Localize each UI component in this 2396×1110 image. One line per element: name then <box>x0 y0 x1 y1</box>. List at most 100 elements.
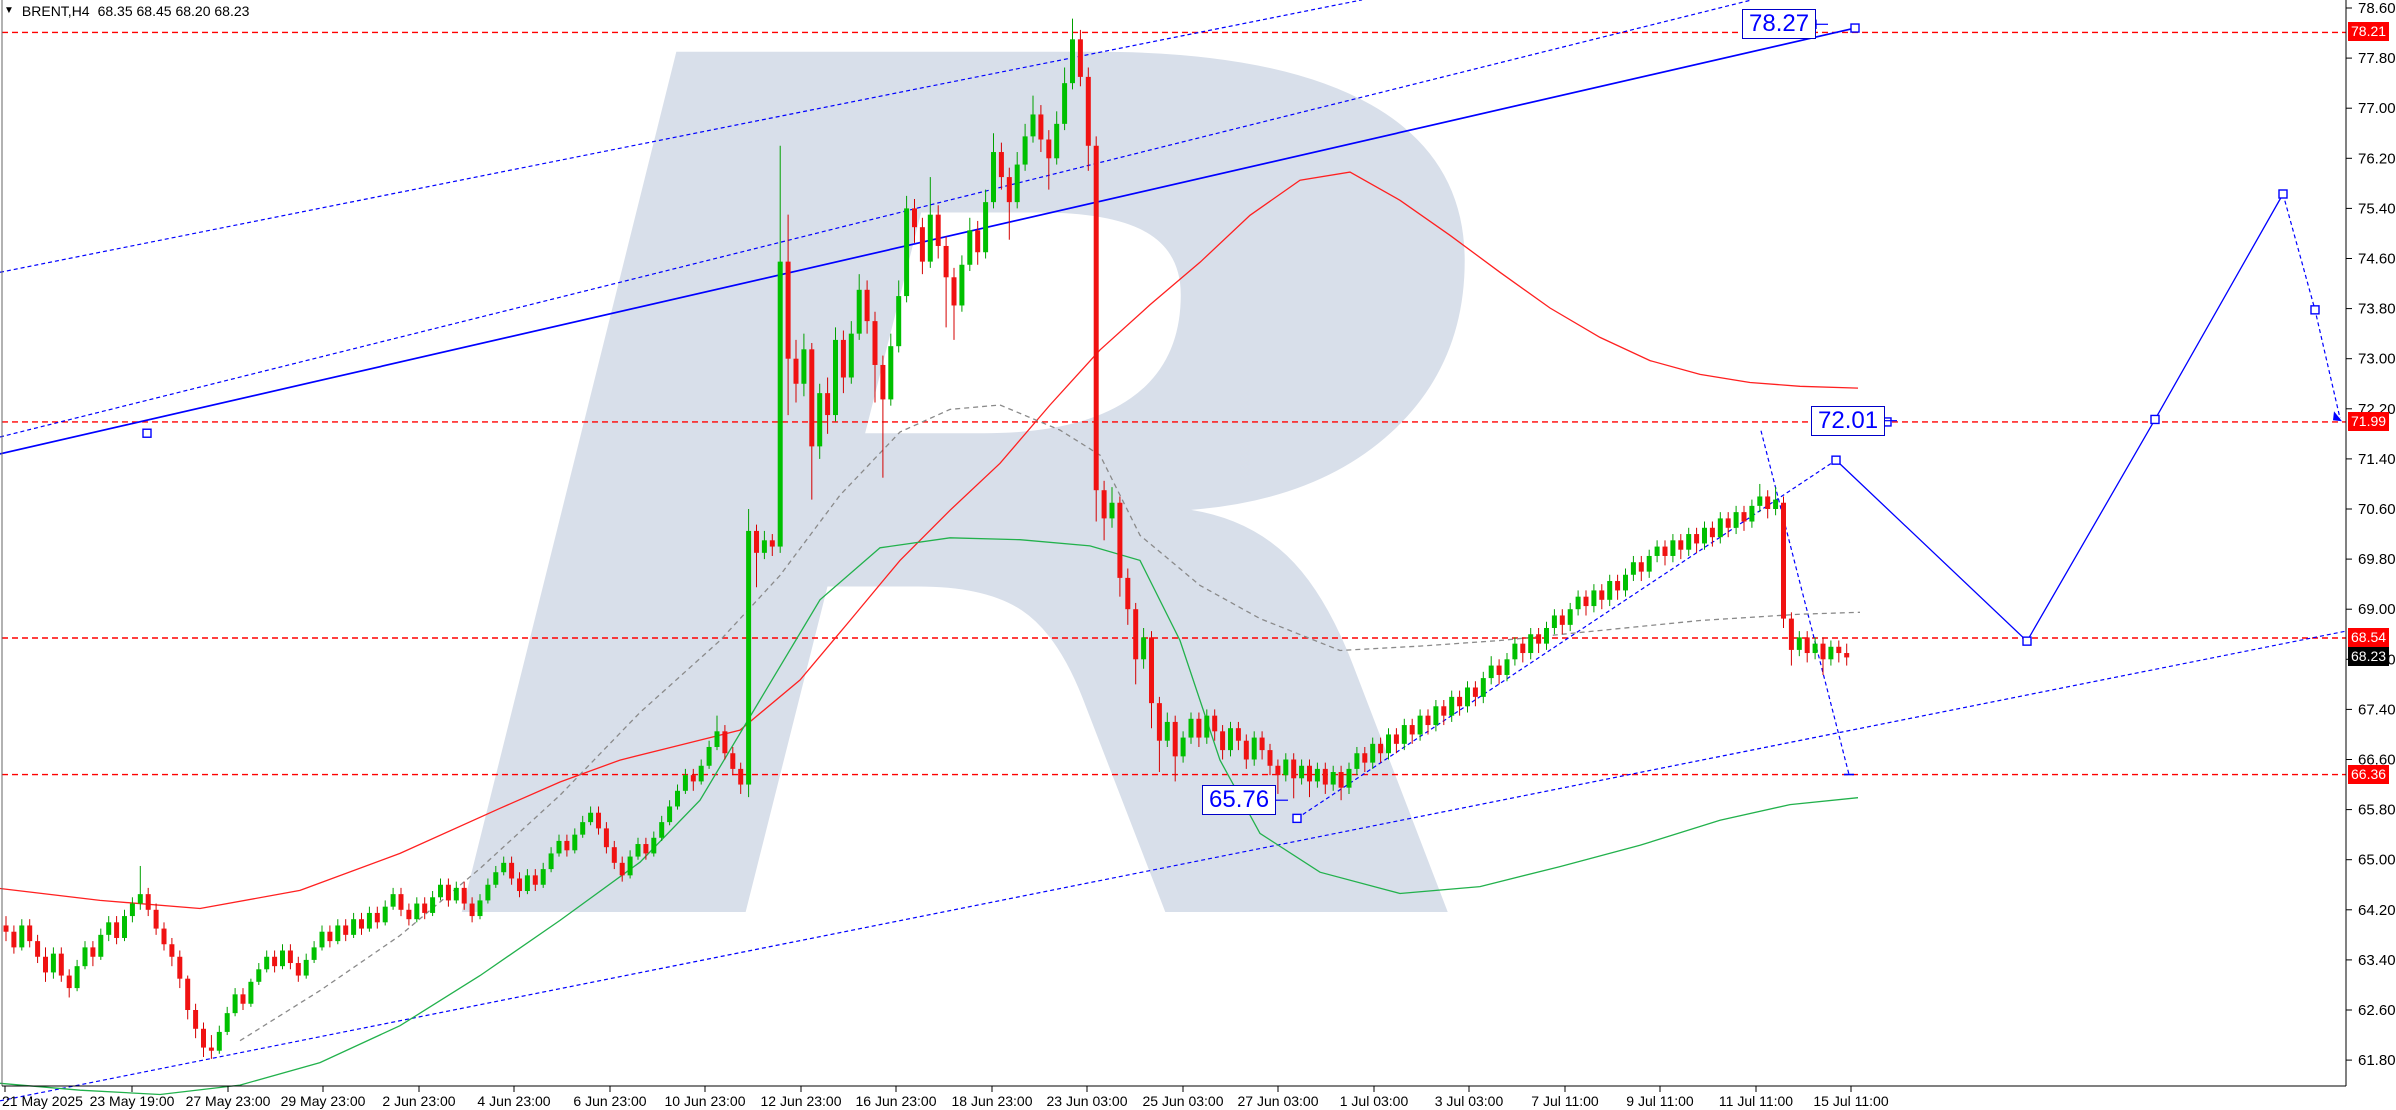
trendline-correction-drop[interactable] <box>1760 430 1850 775</box>
candle-body <box>145 894 151 910</box>
candle-body <box>1717 518 1723 538</box>
trendline-channel-upper[interactable] <box>0 0 1363 273</box>
candle-body <box>564 840 570 851</box>
candle-body <box>1796 637 1802 650</box>
price-tick-label: 65.00 <box>2358 852 2396 869</box>
candle-body <box>825 393 831 416</box>
candle-body <box>864 289 870 322</box>
candlestick-series <box>3 18 1850 1059</box>
candle-body <box>785 261 791 359</box>
candle-body <box>256 969 262 982</box>
candle-body <box>1235 728 1241 741</box>
trendline-zigzag-solid[interactable] <box>1835 193 2284 643</box>
candle-body <box>280 950 285 967</box>
candle-body <box>501 862 507 873</box>
candle-body <box>919 227 925 262</box>
candle-body <box>1828 646 1834 660</box>
candle-body <box>327 931 333 942</box>
candle-body <box>1820 643 1826 660</box>
candle-body <box>1702 527 1707 544</box>
candle-body <box>659 822 665 838</box>
candle-body <box>1654 546 1660 556</box>
candle-body <box>1038 114 1044 140</box>
price-tick-label: 61.80 <box>2358 1052 2396 1069</box>
price-tick-label: 64.20 <box>2358 902 2396 919</box>
candle-body <box>801 349 807 384</box>
price-callout-7201[interactable]: 72.01 <box>1811 405 1886 436</box>
axis-badge-6636: 66.36 <box>2348 764 2390 784</box>
candle-body <box>485 884 491 901</box>
candle-body <box>1551 615 1557 628</box>
candle-body <box>975 230 981 253</box>
candle-body <box>1030 114 1036 137</box>
object-handle[interactable] <box>1831 455 1841 465</box>
candle-body <box>1575 596 1581 610</box>
price-callout-7827[interactable]: 78.27 <box>1742 9 1817 40</box>
candle-body <box>1741 512 1747 522</box>
time-tick-label: 7 Jul 11:00 <box>1531 1093 1599 1109</box>
time-tick-label: 11 Jul 11:00 <box>1719 1093 1793 1109</box>
candle-body <box>201 1028 206 1048</box>
candle-body <box>777 261 783 547</box>
object-handle[interactable] <box>2278 189 2288 199</box>
price-tick-label: 71.40 <box>2358 451 2396 468</box>
candle-body <box>1488 665 1494 679</box>
candle-body <box>912 208 917 228</box>
candle-body <box>216 1031 222 1051</box>
candle-body <box>343 925 349 935</box>
candle-body <box>1765 496 1771 509</box>
candle-body <box>406 909 412 920</box>
candle-body <box>27 925 33 942</box>
candle-body <box>430 897 436 913</box>
candle-body <box>1283 759 1289 776</box>
candle-body <box>438 884 443 898</box>
candle-body <box>1322 768 1328 785</box>
candle-body <box>1686 534 1692 550</box>
candle-body <box>761 540 767 553</box>
candle-body <box>1472 687 1478 697</box>
time-tick-label: 25 Jun 03:00 <box>1143 1093 1224 1109</box>
object-handle[interactable] <box>142 428 152 438</box>
candle-body <box>272 956 278 967</box>
candle-body <box>1757 496 1763 506</box>
object-handle[interactable] <box>1292 813 1302 824</box>
candle-body <box>398 894 404 910</box>
candle-body <box>114 922 120 938</box>
price-tick-label: 70.60 <box>2358 501 2396 518</box>
candle-body <box>1212 715 1218 732</box>
candle-body <box>469 903 475 917</box>
candle-body <box>106 922 112 935</box>
candle-body <box>422 903 428 913</box>
candle-body <box>1788 618 1794 650</box>
candle-body <box>50 953 56 973</box>
object-handle[interactable] <box>2150 414 2160 425</box>
candle-body <box>1291 759 1297 779</box>
price-callout-6576[interactable]: 65.76 <box>1202 785 1277 816</box>
candle-body <box>129 903 135 917</box>
overlay-ma-red <box>0 171 1859 910</box>
candle-body <box>1156 703 1162 741</box>
candle-body <box>1101 490 1107 519</box>
candle-body <box>1354 753 1360 769</box>
candle-body <box>706 746 712 766</box>
time-tick-label: 10 Jun 23:00 <box>665 1093 746 1109</box>
candle-body <box>1638 562 1644 572</box>
candle-body <box>1251 737 1257 760</box>
symbol-dropdown-icon[interactable]: ▼ <box>4 5 14 16</box>
candle-body <box>1709 527 1715 538</box>
candle-body <box>880 364 886 400</box>
object-handle[interactable] <box>2022 636 2032 646</box>
trendline-main-uptrend[interactable] <box>0 27 1856 461</box>
candle-body <box>1204 715 1210 738</box>
candle-body <box>303 959 309 976</box>
candle-body <box>1085 76 1091 146</box>
candle-body <box>927 214 933 262</box>
ohlc-quote-label: 68.35 68.45 68.20 68.23 <box>97 3 250 19</box>
object-handle[interactable] <box>1850 23 1860 33</box>
object-handle[interactable] <box>2310 305 2320 315</box>
candle-body <box>445 884 451 901</box>
candle-body <box>769 540 775 547</box>
candle-body <box>35 941 41 957</box>
candle-body <box>1694 534 1700 544</box>
